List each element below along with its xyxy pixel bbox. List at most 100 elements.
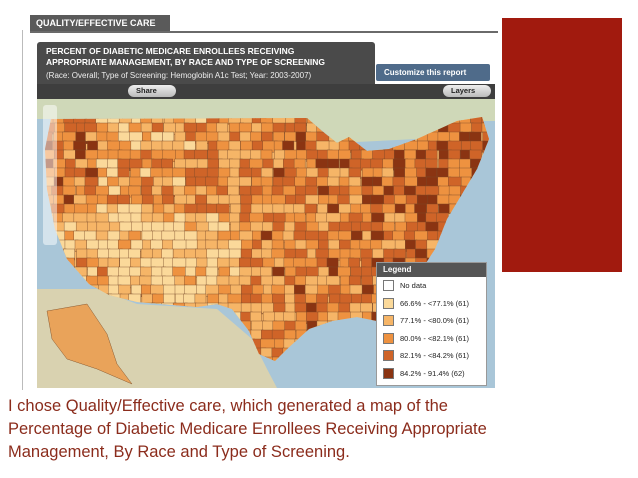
section-header: QUALITY/EFFECTIVE CARE bbox=[30, 15, 170, 31]
region bbox=[141, 203, 154, 214]
region bbox=[392, 176, 406, 187]
region bbox=[271, 329, 286, 340]
canada bbox=[37, 99, 495, 143]
legend-item: 80.0% - <82.1% (61) bbox=[377, 330, 486, 348]
region bbox=[296, 311, 308, 323]
region bbox=[348, 257, 360, 269]
region bbox=[238, 122, 252, 133]
report-title-panel: PERCENT OF DIABETIC MEDICARE ENROLLEES R… bbox=[37, 42, 375, 84]
region bbox=[271, 230, 284, 242]
accent-block bbox=[502, 18, 622, 272]
region bbox=[194, 149, 208, 161]
region bbox=[195, 194, 207, 206]
layers-button[interactable]: Layers bbox=[443, 85, 491, 97]
header-rule bbox=[30, 31, 498, 33]
region bbox=[305, 293, 318, 304]
region bbox=[206, 194, 219, 205]
region bbox=[271, 194, 286, 205]
region bbox=[163, 293, 176, 305]
legend-label: 77.1% - <80.0% (61) bbox=[400, 316, 469, 326]
zoom-control[interactable] bbox=[43, 105, 57, 245]
region bbox=[73, 212, 88, 224]
caption-line: I chose Quality/Effective care, which ge… bbox=[8, 397, 448, 415]
region bbox=[284, 248, 297, 260]
region bbox=[205, 239, 218, 251]
legend-item: 82.1% - <84.2% (61) bbox=[377, 347, 486, 365]
legend-item: 84.2% - 91.4% (62) bbox=[377, 365, 486, 383]
region bbox=[260, 338, 276, 349]
region bbox=[294, 248, 308, 259]
region bbox=[130, 212, 143, 223]
share-button[interactable]: Share bbox=[128, 85, 176, 97]
region bbox=[447, 167, 460, 178]
region bbox=[271, 239, 284, 250]
region bbox=[349, 284, 364, 295]
region bbox=[250, 203, 264, 215]
region bbox=[128, 203, 143, 214]
divider bbox=[22, 30, 23, 390]
region bbox=[207, 149, 220, 161]
region bbox=[153, 203, 166, 215]
region bbox=[305, 230, 319, 241]
region bbox=[205, 176, 219, 188]
region bbox=[117, 158, 132, 169]
map bbox=[37, 99, 495, 388]
region bbox=[318, 194, 331, 205]
region bbox=[194, 293, 207, 304]
region bbox=[185, 239, 198, 250]
region bbox=[96, 203, 109, 214]
region bbox=[73, 140, 86, 152]
region bbox=[238, 167, 254, 178]
legend-label: 66.6% - <77.1% (61) bbox=[400, 298, 469, 308]
region bbox=[96, 194, 109, 206]
region bbox=[260, 167, 273, 179]
region bbox=[128, 122, 143, 133]
region bbox=[117, 167, 130, 178]
region bbox=[151, 140, 164, 151]
caption-line: Percentage of Diabetic Medicare Enrollee… bbox=[8, 420, 487, 438]
region bbox=[228, 140, 241, 151]
region bbox=[117, 275, 132, 287]
legend-swatch bbox=[383, 332, 394, 344]
region bbox=[381, 167, 394, 178]
region bbox=[150, 167, 164, 179]
region bbox=[118, 131, 130, 143]
legend-swatch bbox=[383, 280, 394, 292]
legend-swatch bbox=[383, 297, 394, 309]
region bbox=[75, 221, 89, 233]
region bbox=[415, 248, 428, 260]
customize-button[interactable]: Customize this report bbox=[376, 64, 490, 81]
region bbox=[107, 176, 120, 188]
region bbox=[447, 122, 462, 134]
region bbox=[348, 176, 361, 188]
region bbox=[260, 266, 273, 278]
region bbox=[370, 239, 383, 250]
region bbox=[317, 167, 330, 179]
region bbox=[140, 248, 155, 259]
region bbox=[184, 275, 196, 286]
region bbox=[107, 257, 120, 269]
region bbox=[273, 158, 285, 169]
region bbox=[469, 131, 482, 143]
region bbox=[305, 239, 319, 251]
region bbox=[129, 176, 143, 187]
region bbox=[162, 176, 175, 188]
region bbox=[172, 248, 186, 260]
region bbox=[404, 176, 419, 188]
region bbox=[151, 149, 165, 160]
region bbox=[128, 248, 141, 259]
region bbox=[194, 167, 209, 179]
region bbox=[337, 194, 351, 205]
legend-swatch bbox=[383, 367, 394, 379]
region bbox=[326, 257, 339, 268]
legend-label: 84.2% - 91.4% (62) bbox=[400, 368, 465, 378]
region bbox=[447, 149, 461, 161]
region bbox=[152, 293, 164, 305]
region bbox=[150, 131, 163, 143]
region bbox=[206, 212, 220, 224]
region bbox=[362, 167, 375, 179]
region bbox=[360, 302, 373, 313]
region bbox=[381, 239, 397, 250]
legend-swatch bbox=[383, 350, 394, 362]
region bbox=[260, 149, 273, 160]
